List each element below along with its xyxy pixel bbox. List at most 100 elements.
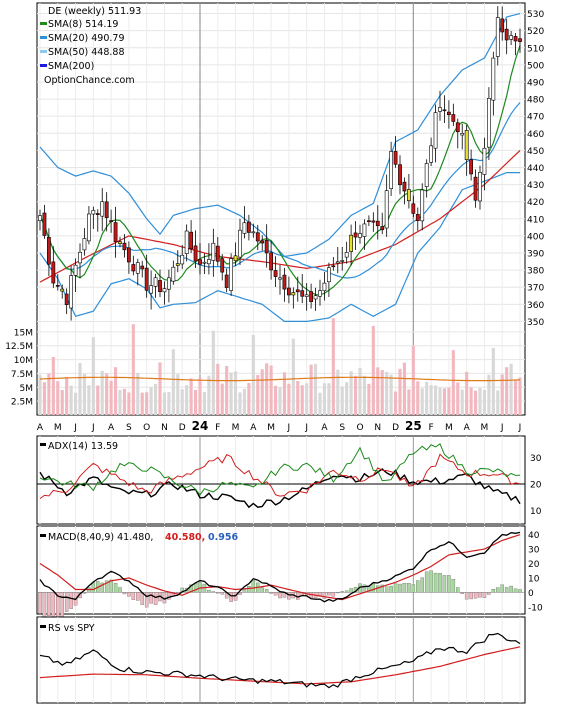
volume-bar — [345, 382, 349, 415]
candle-body — [407, 189, 411, 202]
candle-body — [482, 147, 487, 175]
macd-histogram-bar — [242, 589, 247, 593]
volume-bar — [336, 369, 340, 415]
volume-bar — [118, 389, 122, 415]
volume-bar — [349, 371, 353, 415]
candle-body — [304, 294, 309, 297]
volume-bar — [251, 334, 255, 415]
volume-bar — [425, 381, 429, 415]
macd-histogram-bar — [118, 587, 122, 593]
macd-panel: -10 0 10 20 30 40 MACD(8,40,9) 41.480, 40.580… — [36, 525, 543, 620]
candle-body — [104, 201, 109, 218]
macd-histogram-bar — [113, 583, 118, 593]
candle-body — [264, 239, 269, 254]
candle-body — [42, 212, 47, 236]
candle-body — [171, 266, 176, 282]
candle-body — [211, 242, 216, 261]
volume-bar — [402, 362, 407, 415]
x-tick-label: O — [143, 423, 150, 433]
volume-bar — [296, 380, 300, 415]
volume-gridlines — [37, 331, 525, 402]
candle-body — [215, 245, 220, 262]
legend-title: DE (weekly) 511.93 — [48, 6, 141, 17]
price-tick-label: 450 — [527, 147, 544, 157]
x-tick-label: O — [356, 423, 363, 433]
candle-body — [367, 220, 371, 223]
x-tick-label: M — [54, 423, 62, 433]
macd-histogram-bar — [131, 592, 136, 600]
adx-panel: 10 20 30 ADX(14) 13.59 — [36, 435, 542, 525]
candle-body — [47, 236, 51, 265]
price-tick-label: 460 — [527, 130, 544, 140]
candle-body — [358, 233, 362, 238]
candle-body — [491, 57, 496, 101]
volume-bar — [491, 347, 495, 415]
volume-bar — [127, 392, 131, 415]
candle-body — [335, 261, 340, 264]
macd-histogram-bar — [464, 592, 469, 600]
x-tick-label: A — [321, 423, 328, 433]
volume-bar — [496, 390, 500, 415]
candle-body — [500, 18, 505, 33]
x-tick-label: J — [287, 423, 291, 433]
candle-body — [460, 133, 465, 136]
macd-histogram-bar — [327, 592, 331, 596]
macd-histogram-bar — [64, 592, 69, 612]
candle-body — [402, 181, 407, 192]
volume-bar — [149, 387, 153, 415]
x-tick-label: D — [392, 423, 399, 433]
x-tick-label: J — [73, 423, 77, 433]
sma8-swatch — [40, 22, 47, 25]
candle-body — [69, 275, 73, 309]
volume-bar — [60, 390, 64, 415]
candle-body — [135, 262, 140, 274]
rs-average-line — [39, 646, 521, 685]
macd-histogram-bar — [376, 585, 380, 593]
macd-histogram-bar — [136, 592, 140, 601]
candle-body — [144, 267, 149, 291]
candle-body — [149, 285, 153, 294]
candle-body — [349, 234, 353, 252]
volume-bar — [229, 372, 233, 415]
volume-bar — [247, 382, 251, 415]
macd-histogram-bar — [456, 587, 460, 593]
candle-body — [140, 265, 145, 270]
macd-tick-label: -10 — [528, 603, 543, 613]
volume-bar — [176, 374, 180, 415]
candle-body — [371, 220, 376, 223]
candle-body — [442, 109, 447, 112]
candle-body — [131, 264, 136, 272]
volume-bar — [198, 377, 202, 415]
volume-bar — [158, 362, 162, 415]
candle-body — [224, 274, 229, 288]
macd-histogram-bar — [278, 592, 282, 599]
candle-body — [340, 260, 345, 262]
volume-bar — [273, 385, 278, 415]
candle-body — [331, 265, 336, 268]
macd-histogram-bar — [482, 592, 487, 598]
macd-histogram-bar — [504, 587, 509, 593]
candle-body — [100, 201, 105, 217]
sma50-swatch — [40, 50, 47, 53]
adx-tick-label: 30 — [530, 454, 542, 464]
volume-bar — [96, 385, 100, 415]
volume-bar — [122, 388, 127, 415]
candle-body — [291, 292, 296, 296]
candle-body — [411, 203, 416, 214]
source-label: OptionChance.com — [44, 75, 135, 86]
volume-bar — [300, 385, 304, 415]
candle-body — [509, 35, 513, 40]
volume-bar — [393, 391, 398, 415]
macd-histogram-bar — [38, 592, 42, 614]
candle-body — [424, 163, 429, 187]
sma200-swatch — [40, 64, 47, 67]
volume-bar — [398, 368, 402, 415]
price-tick-label: 360 — [527, 301, 544, 311]
volume-tick-label: 7.5M — [11, 370, 33, 380]
volume-bar — [282, 372, 287, 415]
volume-bar — [109, 380, 113, 415]
macd-y-axis: -10 0 10 20 30 40 — [528, 531, 543, 613]
candle-body — [278, 277, 282, 280]
volume-bar — [309, 364, 313, 415]
adx-tick-label: 20 — [530, 481, 542, 491]
